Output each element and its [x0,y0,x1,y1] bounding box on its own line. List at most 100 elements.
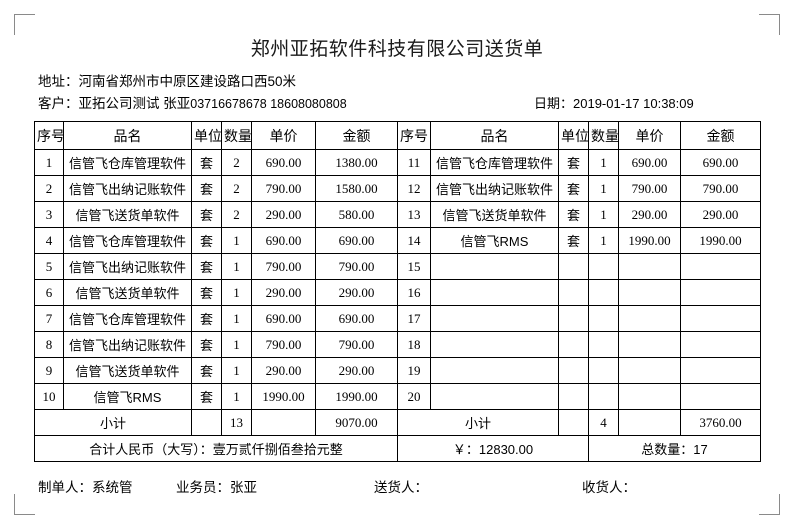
cell-seq: 12 [397,175,431,202]
cell-price [618,357,681,384]
cell-qty: 1 [588,175,619,202]
cell-unit: 套 [191,227,222,254]
cell-amount: 690.00 [680,149,761,176]
cell-name: 信管飞RMS [430,227,559,254]
cell-qty: 1 [221,383,252,410]
header-price-right: 单价 [618,121,681,150]
cell-amount [680,279,761,306]
cell-qty: 1 [588,149,619,176]
table-row: 1 信管飞仓库管理软件套 2 690.00 1380.00 11 信管飞仓库管理软件套 1 69… [34,149,761,176]
cell-seq: 3 [34,201,64,228]
customer-label: 客户： [38,96,79,111]
cell-seq: 19 [397,357,431,384]
cell-price [618,383,681,410]
table-row: 2 信管飞出纳记账软件套 2 790.00 1580.00 12 信管飞出纳记账软件套 1 79… [34,175,761,202]
cell-price: 290.00 [251,279,316,306]
table-row: 7 信管飞仓库管理软件套 1 690.00 690.00 17 [34,305,761,332]
cell-price: 790.00 [618,175,681,202]
cell-seq: 14 [397,227,431,254]
cell-seq: 1 [34,149,64,176]
customer-value: 亚拓公司测试 张亚 [78,96,191,111]
cell-qty [588,253,619,280]
deliverer-field: 送货人： [374,480,428,495]
cell-amount: 1380.00 [315,149,398,176]
subtotal-label-left: 小计 [34,409,192,436]
cell-qty: 2 [221,149,252,176]
table-row: 9 信管飞送货单软件套 1 290.00 290.00 19 [34,357,761,384]
cell-name [430,357,559,384]
cell-seq: 18 [397,331,431,358]
cell-amount [680,331,761,358]
subtotal-price-right [618,409,681,436]
address-line: 地址：河南省郑州市中原区建设路口西50米 [34,71,760,93]
cell-name [430,383,559,410]
header-unit-right: 单位 [558,121,589,150]
subtotal-label-right: 小计 [397,409,559,436]
cell-name: 信管飞出纳记账软件 [63,331,192,358]
cell-qty: 1 [221,253,252,280]
cell-unit: 套 [191,175,222,202]
cell-price: 1990.00 [618,227,681,254]
cell-name [430,253,559,280]
cell-unit: 套 [191,279,222,306]
cell-name: 信管飞送货单软件 [63,357,192,384]
cell-seq: 8 [34,331,64,358]
table-header-row: 序号 品名 单位 数量 单价 金额 序号 品名 单位 数量 单价 金额 [34,121,761,150]
cell-price: 1990.00 [251,383,316,410]
document-body: 郑州亚拓软件科技有限公司送货单 地址：河南省郑州市中原区建设路口西50米 客户：… [34,30,761,498]
cell-price: 790.00 [251,331,316,358]
date-block: 日期：2019-01-17 10:38:09 [534,93,694,115]
cell-amount [680,305,761,332]
date-label: 日期： [534,96,574,111]
cell-seq: 11 [397,149,431,176]
cell-price: 790.00 [251,253,316,280]
header-unit-left: 单位 [191,121,222,150]
cell-qty: 2 [221,175,252,202]
cell-seq: 13 [397,201,431,228]
header-amount-left: 金额 [315,121,398,150]
cell-seq: 6 [34,279,64,306]
cell-unit [558,331,589,358]
header-price-left: 单价 [251,121,316,150]
cell-unit [558,305,589,332]
table-row: 10 信管飞RMS 套 1 1990.00 1990.00 20 [34,383,761,410]
table-row: 6 信管飞送货单软件套 1 290.00 290.00 16 [34,279,761,306]
header-name-right: 品名 [430,121,559,150]
cell-name: 信管飞RMS [63,383,192,410]
cell-seq: 4 [34,227,64,254]
cell-qty: 1 [221,305,252,332]
cell-amount: 1990.00 [680,227,761,254]
customer-phones: 03716678678 18608080808 [190,97,347,111]
total-in-words: 合计人民币（大写）：壹万贰仟捌佰叁拾元整 [34,435,398,462]
cell-unit: 套 [191,357,222,384]
cell-unit: 套 [191,383,222,410]
cell-price: 290.00 [251,201,316,228]
subtotal-price-left [251,409,316,436]
header-qty-right: 数量 [588,121,619,150]
cell-name: 信管飞仓库管理软件 [63,227,192,254]
cell-price: 790.00 [251,175,316,202]
cell-amount: 290.00 [315,279,398,306]
cell-unit: 套 [558,149,589,176]
cell-seq: 7 [34,305,64,332]
cell-price [618,279,681,306]
subtotal-unit-right [558,409,589,436]
subtotal-qty-left: 13 [221,409,252,436]
header-amount-right: 金额 [680,121,761,150]
total-words-label: 合计人民币（大写）： [89,442,213,457]
cell-amount: 690.00 [315,305,398,332]
cell-qty: 1 [221,279,252,306]
cell-unit: 套 [191,201,222,228]
cell-seq: 5 [34,253,64,280]
cell-unit: 套 [558,201,589,228]
table-row: 8 信管飞出纳记账软件套 1 790.00 790.00 18 [34,331,761,358]
table-body: 1 信管飞仓库管理软件套 2 690.00 1380.00 11 信管飞仓库管理软件套 1 69… [34,149,761,410]
cell-name: 信管飞送货单软件 [63,201,192,228]
subtotal-amount-left: 9070.00 [315,409,398,436]
cell-amount [680,357,761,384]
cell-qty: 1 [221,331,252,358]
table-row: 3 信管飞送货单软件套 2 290.00 580.00 13 信管飞送货单软件套 1 290.0… [34,201,761,228]
cell-qty: 2 [221,201,252,228]
cell-qty [588,383,619,410]
